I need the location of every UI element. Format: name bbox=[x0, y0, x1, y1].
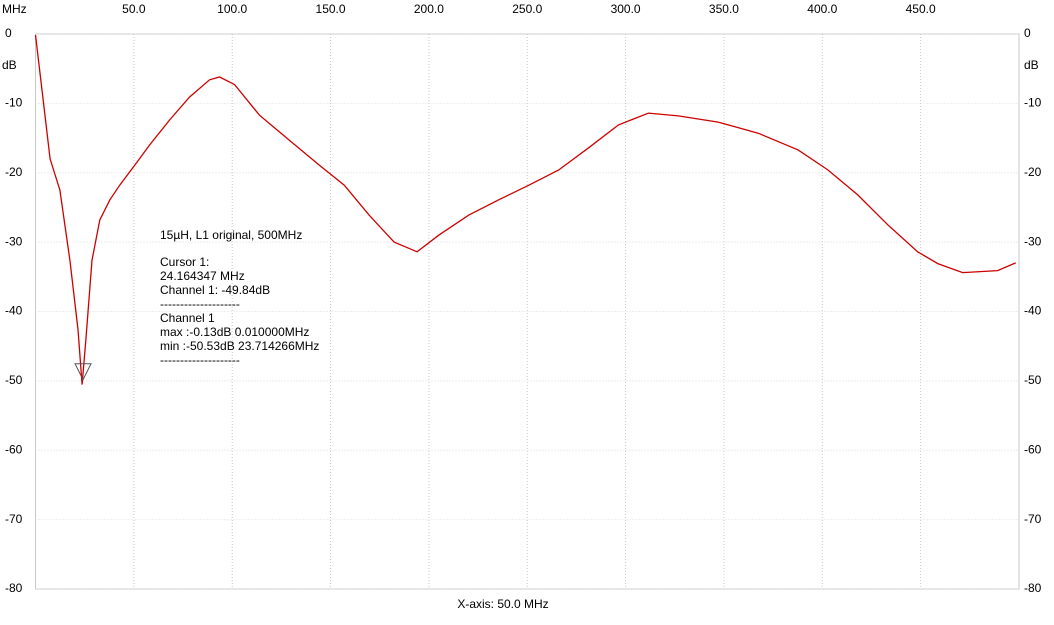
y-tick-label: -20 bbox=[5, 165, 23, 179]
y-tick-label-right: -70 bbox=[1024, 512, 1042, 526]
x-tick-label: 400.0 bbox=[807, 2, 837, 16]
x-tick-label: 50.0 bbox=[122, 2, 146, 16]
annotation: 15µH, L1 original, 500MHz bbox=[160, 228, 302, 242]
x-tick-label: 300.0 bbox=[611, 2, 641, 16]
y-tick-label: -70 bbox=[5, 512, 23, 526]
annotation: Cursor 1: bbox=[160, 255, 209, 269]
y-tick-label-right: -60 bbox=[1024, 442, 1042, 456]
y-tick-label: -50 bbox=[5, 373, 23, 387]
y-tick-label-right: -10 bbox=[1024, 96, 1042, 110]
y-tick-label-right: 0 bbox=[1024, 26, 1031, 40]
y-unit-right: dB bbox=[1024, 58, 1039, 72]
y-tick-label: -10 bbox=[5, 96, 23, 110]
y-tick-label-right: -30 bbox=[1024, 234, 1042, 248]
x-tick-label: 250.0 bbox=[512, 2, 542, 16]
y-tick-label: -60 bbox=[5, 442, 23, 456]
annotation: 24.164347 MHz bbox=[160, 269, 245, 283]
x-tick-label: 150.0 bbox=[316, 2, 346, 16]
annotation: min :-50.53dB 23.714266MHz bbox=[160, 339, 319, 353]
x-tick-label: 450.0 bbox=[906, 2, 936, 16]
annotation: Channel 1 bbox=[160, 311, 215, 325]
y-tick-label: 0 bbox=[5, 26, 12, 40]
trace bbox=[34, 34, 1016, 385]
annotation: Channel 1: -49.84dB bbox=[160, 283, 270, 297]
y-tick-label: -40 bbox=[5, 304, 23, 318]
annotation: max :-0.13dB 0.010000MHz bbox=[160, 325, 309, 339]
x-axis-label: X-axis: 50.0 MHz bbox=[457, 597, 548, 611]
y-tick-label-right: -80 bbox=[1024, 581, 1042, 595]
y-tick-label-right: -40 bbox=[1024, 304, 1042, 318]
x-tick-label: 350.0 bbox=[709, 2, 739, 16]
y-tick-label-right: -50 bbox=[1024, 373, 1042, 387]
y-unit-left: dB bbox=[2, 58, 17, 72]
y-tick-label: -80 bbox=[5, 581, 23, 595]
cursor-marker bbox=[74, 363, 92, 381]
x-tick-label: 100.0 bbox=[217, 2, 247, 16]
annotation: -------------------- bbox=[160, 353, 240, 367]
y-tick-label: -30 bbox=[5, 234, 23, 248]
x-unit: MHz bbox=[2, 2, 27, 16]
annotation: -------------------- bbox=[160, 297, 240, 311]
y-tick-label-right: -20 bbox=[1024, 165, 1042, 179]
x-tick-label: 200.0 bbox=[414, 2, 444, 16]
